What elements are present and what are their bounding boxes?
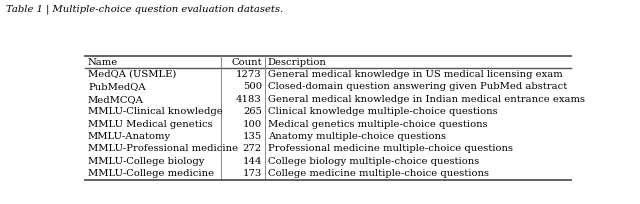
Text: 135: 135 — [243, 132, 262, 141]
Text: MedMCQA: MedMCQA — [88, 95, 144, 104]
Text: 173: 173 — [243, 169, 262, 178]
Text: Anatomy multiple-choice questions: Anatomy multiple-choice questions — [268, 132, 446, 141]
Text: Clinical knowledge multiple-choice questions: Clinical knowledge multiple-choice quest… — [268, 107, 497, 116]
Text: 272: 272 — [243, 144, 262, 153]
Text: MMLU Medical genetics: MMLU Medical genetics — [88, 120, 212, 129]
Text: College medicine multiple-choice questions: College medicine multiple-choice questio… — [268, 169, 489, 178]
Text: MMLU-College biology: MMLU-College biology — [88, 157, 204, 166]
Text: 500: 500 — [243, 82, 262, 91]
Text: 144: 144 — [243, 157, 262, 166]
Text: Closed-domain question answering given PubMed abstract: Closed-domain question answering given P… — [268, 82, 567, 91]
Text: College biology multiple-choice questions: College biology multiple-choice question… — [268, 157, 479, 166]
Text: General medical knowledge in Indian medical entrance exams: General medical knowledge in Indian medi… — [268, 95, 585, 104]
Text: Description: Description — [268, 58, 326, 67]
Text: PubMedQA: PubMedQA — [88, 82, 145, 91]
Text: Medical genetics multiple-choice questions: Medical genetics multiple-choice questio… — [268, 120, 488, 129]
Text: Table 1 | Multiple-choice question evaluation datasets.: Table 1 | Multiple-choice question evalu… — [6, 4, 284, 14]
Text: MMLU-Professional medicine: MMLU-Professional medicine — [88, 144, 238, 153]
Text: Name: Name — [88, 58, 118, 67]
Text: 100: 100 — [243, 120, 262, 129]
Text: MedQA (USMLE): MedQA (USMLE) — [88, 70, 176, 79]
Text: 4183: 4183 — [236, 95, 262, 104]
Text: General medical knowledge in US medical licensing exam: General medical knowledge in US medical … — [268, 70, 563, 79]
Text: Count: Count — [231, 58, 262, 67]
Text: MMLU-Anatomy: MMLU-Anatomy — [88, 132, 171, 141]
Text: 265: 265 — [243, 107, 262, 116]
Text: MMLU-Clinical knowledge: MMLU-Clinical knowledge — [88, 107, 223, 116]
Text: Professional medicine multiple-choice questions: Professional medicine multiple-choice qu… — [268, 144, 513, 153]
Text: MMLU-College medicine: MMLU-College medicine — [88, 169, 214, 178]
Text: 1273: 1273 — [236, 70, 262, 79]
